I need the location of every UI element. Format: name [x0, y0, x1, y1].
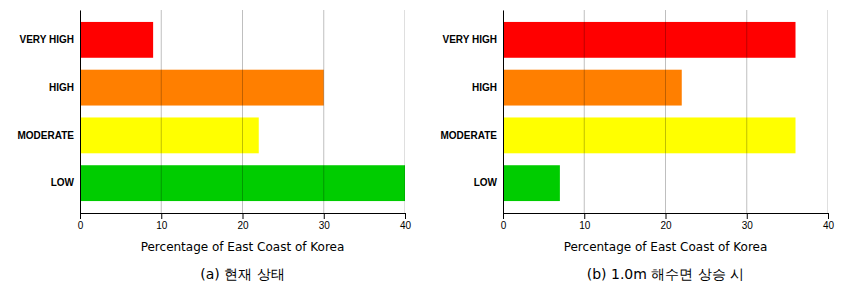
grid-line [405, 10, 406, 213]
y-tick-label: MODERATE [18, 130, 75, 141]
plot-area [503, 10, 828, 213]
x-tick: 30 [319, 213, 331, 231]
y-axis: VERY HIGH HIGH MODERATE LOW [18, 11, 81, 214]
y-tick: VERY HIGH [20, 34, 74, 45]
x-tick: 0 [78, 213, 84, 231]
x-tick-label: 30 [742, 220, 754, 231]
x-tick: 10 [579, 213, 591, 231]
x-tick-mark [161, 213, 162, 219]
grid-line [665, 10, 666, 213]
x-axis-title: Percentage of East Coast of Korea [564, 240, 768, 254]
y-tick-label: HIGH [49, 82, 74, 93]
x-tick-label: 40 [400, 220, 412, 231]
x-tick-label: 10 [156, 220, 168, 231]
bar [80, 22, 153, 58]
x-tick-label: 30 [319, 220, 331, 231]
bar [503, 22, 796, 58]
x-tick-mark [80, 213, 81, 219]
y-tick: MODERATE [441, 130, 498, 141]
y-tick: MODERATE [18, 130, 75, 141]
x-tick: 40 [823, 213, 835, 231]
y-tick: VERY HIGH [443, 34, 497, 45]
grid-line [242, 10, 243, 213]
x-tick-label: 0 [78, 220, 84, 231]
y-tick-label: HIGH [472, 82, 497, 93]
y-tick-label: LOW [474, 177, 498, 188]
panel: 0 10 20 30 40 VERY HIGH HIGH MODERATE LOW Percent… [441, 10, 835, 282]
x-axis-line [81, 214, 406, 220]
grid-line [828, 10, 829, 213]
y-axis-line [80, 11, 81, 214]
x-tick: 0 [501, 213, 507, 231]
y-tick: LOW [51, 177, 75, 188]
y-axis: VERY HIGH HIGH MODERATE LOW [441, 11, 504, 214]
y-tick: HIGH [49, 82, 74, 93]
bar [503, 70, 682, 106]
x-axis: 0 10 20 30 40 [78, 213, 412, 231]
x-tick-mark [503, 213, 504, 219]
chart-svg: 0 10 20 30 40 VERY HIGH HIGH MODERATE LOW Percent… [0, 0, 846, 293]
grid-line [161, 10, 162, 213]
y-tick: HIGH [472, 82, 497, 93]
x-tick-label: 40 [823, 220, 835, 231]
x-tick-mark [405, 213, 406, 219]
x-tick-label: 20 [660, 220, 672, 231]
x-tick: 20 [237, 213, 249, 231]
bar [503, 165, 560, 201]
x-tick-mark [584, 213, 585, 219]
chart-title: (b) 1.0m 해수면 상승 시 [587, 266, 745, 282]
y-tick-label: MODERATE [441, 130, 498, 141]
bar [80, 117, 259, 153]
x-tick-label: 10 [579, 220, 591, 231]
x-tick-mark [243, 213, 244, 219]
grid-line [503, 10, 504, 213]
x-tick-label: 0 [501, 220, 507, 231]
x-axis-line [504, 214, 829, 220]
x-tick: 30 [742, 213, 754, 231]
x-tick-mark [828, 213, 829, 219]
x-tick: 20 [660, 213, 672, 231]
x-tick-label: 20 [237, 220, 249, 231]
x-axis-title: Percentage of East Coast of Korea [141, 240, 345, 254]
grid-line [584, 10, 585, 213]
grid-line [746, 10, 747, 213]
y-tick-label: LOW [51, 177, 75, 188]
x-tick-mark [324, 213, 325, 219]
chart-title: (a) 현재 상태 [200, 266, 284, 282]
grid-line [80, 10, 81, 213]
y-axis-line [503, 11, 504, 214]
x-axis: 0 10 20 30 40 [501, 213, 835, 231]
y-tick-label: VERY HIGH [443, 34, 497, 45]
panel: 0 10 20 30 40 VERY HIGH HIGH MODERATE LOW Percent… [18, 10, 412, 282]
plot-area [80, 10, 405, 213]
bar [503, 117, 796, 153]
y-tick-label: VERY HIGH [20, 34, 74, 45]
grid-line [323, 10, 324, 213]
y-tick: LOW [474, 177, 498, 188]
x-tick: 40 [400, 213, 412, 231]
x-tick-mark [747, 213, 748, 219]
bar [80, 70, 324, 106]
x-tick: 10 [156, 213, 168, 231]
x-tick-mark [666, 213, 667, 219]
